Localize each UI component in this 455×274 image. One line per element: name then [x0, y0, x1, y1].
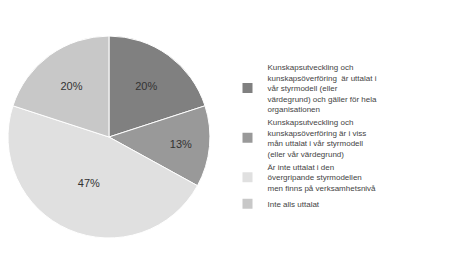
svg-text:Är inte uttalat i denövergripa: Är inte uttalat i denövergripande styrmo… — [268, 163, 377, 193]
svg-text:13%: 13% — [170, 138, 192, 150]
svg-text:47%: 47% — [78, 177, 100, 189]
svg-text:20%: 20% — [60, 80, 82, 92]
svg-text:20%: 20% — [135, 80, 157, 92]
svg-text:Kunskapsutveckling ochkunskaps: Kunskapsutveckling ochkunskapsöverföring… — [268, 63, 378, 114]
svg-text:Kunskapsutveckling ochkunskaps: Kunskapsutveckling ochkunskapsöverföring… — [268, 118, 367, 158]
svg-text:Inte alls uttalat: Inte alls uttalat — [268, 200, 320, 209]
